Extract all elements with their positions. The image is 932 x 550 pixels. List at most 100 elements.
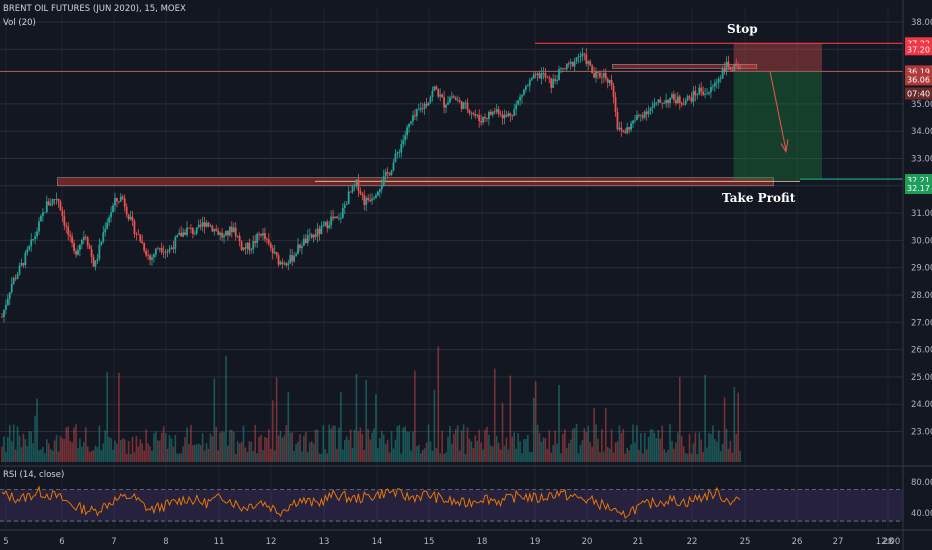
volume-bar bbox=[626, 447, 628, 462]
volume-bar bbox=[647, 436, 650, 462]
volume-bar bbox=[636, 425, 638, 462]
volume-bar bbox=[14, 449, 17, 462]
candle bbox=[47, 201, 50, 206]
candle bbox=[301, 245, 303, 249]
volume-bar bbox=[414, 370, 416, 462]
candle bbox=[365, 197, 368, 206]
candle bbox=[671, 94, 673, 98]
candle bbox=[684, 100, 687, 105]
volume-bar bbox=[34, 415, 36, 462]
volume-bar bbox=[363, 449, 366, 462]
candle bbox=[221, 232, 223, 238]
rsi-band bbox=[0, 489, 903, 522]
candle bbox=[375, 195, 377, 198]
volume-bar bbox=[96, 447, 99, 462]
candle bbox=[579, 56, 582, 57]
volume-bar bbox=[287, 391, 290, 462]
candle bbox=[258, 233, 260, 235]
candle bbox=[359, 190, 362, 194]
candle bbox=[341, 207, 344, 218]
candle bbox=[503, 114, 506, 119]
candle bbox=[696, 94, 699, 96]
volume-bar bbox=[192, 445, 194, 462]
y-tick-label: 35.00 bbox=[911, 100, 932, 110]
candle bbox=[739, 67, 742, 68]
candle bbox=[474, 114, 477, 116]
volume-bar bbox=[343, 440, 346, 462]
candle bbox=[242, 247, 245, 250]
candle bbox=[94, 260, 97, 267]
volume-bar bbox=[318, 453, 321, 462]
candle bbox=[304, 238, 307, 244]
y-tick-label: 26.00 bbox=[911, 346, 932, 356]
position-tool[interactable] bbox=[733, 43, 822, 181]
volume-bar bbox=[612, 452, 615, 462]
candle bbox=[3, 309, 5, 317]
candle bbox=[238, 236, 241, 242]
x-tick-label: 7 bbox=[111, 537, 116, 547]
volume-bar bbox=[723, 397, 726, 462]
price-tag-label: 07:40 bbox=[907, 90, 930, 99]
volume-bar bbox=[20, 447, 23, 462]
chart-title: BRENT OIL FUTURES (JUN 2020), 15, MOEX bbox=[3, 4, 186, 14]
x-tick-label: 12:00 bbox=[876, 537, 901, 547]
candle bbox=[665, 100, 668, 104]
volume-bar bbox=[197, 443, 200, 462]
candle bbox=[468, 109, 471, 114]
volume-bar bbox=[83, 442, 85, 462]
volume-bar bbox=[162, 426, 165, 462]
candle bbox=[511, 115, 514, 117]
volume-bar bbox=[618, 425, 621, 462]
volume-bar bbox=[513, 432, 516, 462]
volume-bar bbox=[67, 426, 70, 462]
volume-bar bbox=[5, 451, 7, 462]
candle bbox=[632, 120, 634, 124]
volume-bar bbox=[460, 430, 463, 462]
volume-bar bbox=[166, 448, 169, 462]
candle bbox=[230, 226, 233, 233]
volume-label: Vol (20) bbox=[3, 18, 36, 28]
volume-bar bbox=[176, 453, 179, 462]
volume-bar bbox=[445, 452, 447, 462]
candle bbox=[14, 278, 17, 279]
volume-bar bbox=[65, 427, 68, 462]
candle bbox=[143, 243, 146, 251]
volume-bar bbox=[88, 452, 91, 462]
candle bbox=[673, 94, 675, 100]
volume-bar bbox=[571, 428, 574, 462]
candle bbox=[565, 63, 568, 70]
candle bbox=[488, 111, 490, 119]
candle bbox=[223, 235, 225, 238]
volume-bar bbox=[194, 444, 196, 462]
volume-bar bbox=[108, 436, 110, 462]
candle bbox=[269, 243, 272, 249]
volume-bar bbox=[147, 443, 149, 462]
volume-bar bbox=[252, 451, 255, 462]
volume-bar bbox=[90, 450, 93, 462]
volume-bar bbox=[564, 429, 566, 462]
volume-bar bbox=[51, 450, 54, 462]
candle bbox=[160, 247, 163, 252]
candle bbox=[12, 278, 15, 284]
candle bbox=[213, 228, 216, 232]
volume-bar bbox=[137, 446, 140, 462]
candle bbox=[674, 99, 677, 104]
y-tick-label: 38.00 bbox=[911, 18, 932, 28]
candle bbox=[577, 56, 580, 58]
candle bbox=[55, 198, 58, 200]
volume-bar bbox=[355, 374, 358, 462]
volume-bar bbox=[229, 430, 231, 462]
candle bbox=[445, 104, 447, 108]
volume-bar bbox=[178, 453, 181, 462]
candle bbox=[225, 230, 227, 236]
volume-bar bbox=[281, 437, 284, 462]
volume-bar bbox=[439, 453, 442, 462]
volume-bar bbox=[306, 451, 309, 462]
candle bbox=[688, 96, 691, 98]
volume-bar bbox=[170, 438, 173, 462]
volume-bar bbox=[12, 424, 15, 462]
candle bbox=[711, 86, 714, 88]
candle bbox=[34, 236, 37, 240]
volume-bar bbox=[186, 427, 188, 462]
